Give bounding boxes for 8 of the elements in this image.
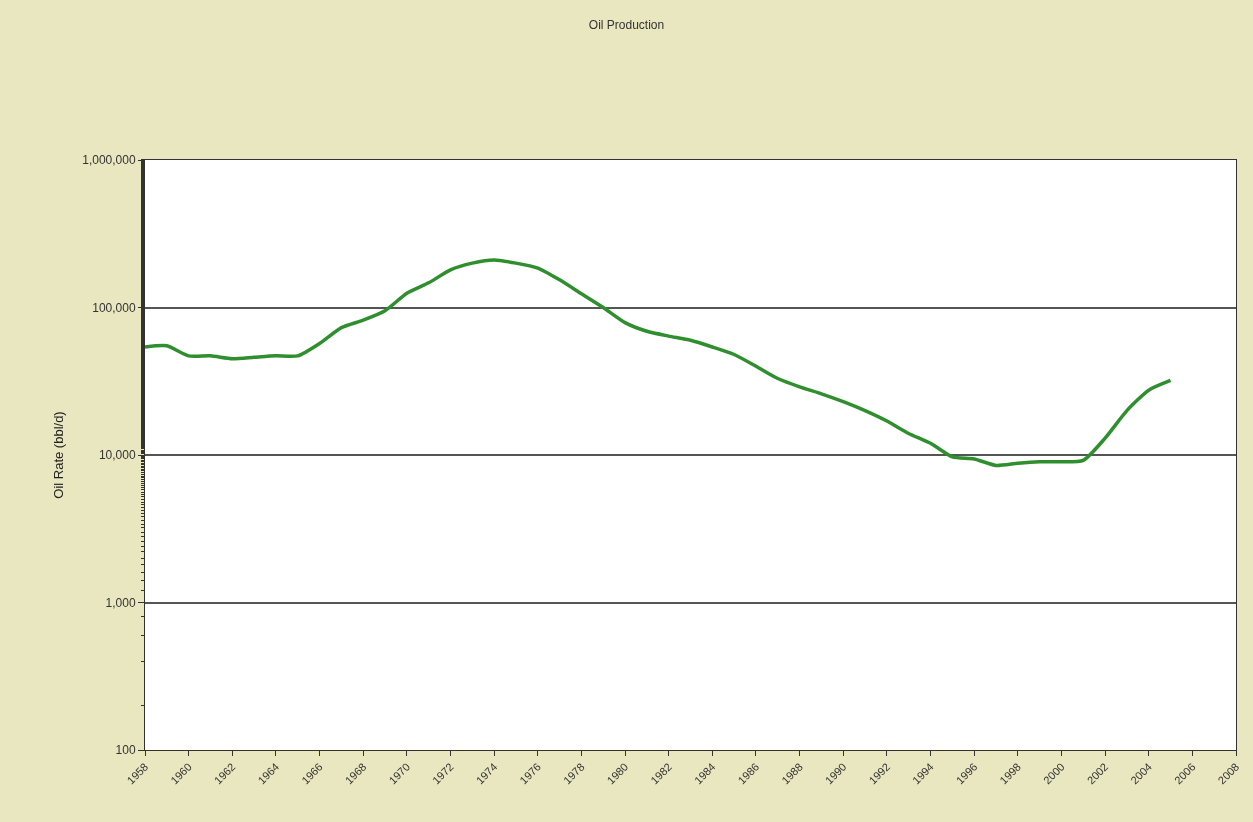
y-tick-label: 1,000,000 <box>82 153 136 168</box>
y-tick-label: 100,000 <box>92 300 136 315</box>
y-axis-title: Oil Rate (bbl/d) <box>51 411 67 499</box>
y-tick-label: 100 <box>115 743 136 758</box>
y-tick-label: 10,000 <box>98 448 136 463</box>
line-series <box>145 258 1173 468</box>
y-tick-label: 1,000 <box>105 595 136 610</box>
chart-title: Oil Production <box>588 17 665 32</box>
